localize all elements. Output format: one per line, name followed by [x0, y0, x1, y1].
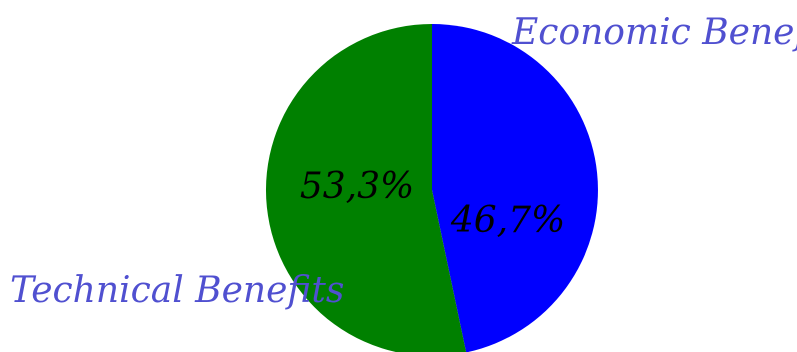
pie-slices [266, 24, 598, 352]
slice-economic-benefits [432, 24, 598, 352]
slice-name-label-technical: Technical Benefits [10, 270, 344, 311]
slice-value-label-technical: 53,3% [300, 166, 414, 207]
slice-name-label-economic: Economic Benefits [511, 12, 797, 53]
slice-value-label-economic: 46,7% [450, 200, 565, 241]
pie-labels: 46,7% 53,3% Economic Benefits Technical … [10, 12, 797, 311]
slice-technical-benefits [266, 24, 467, 352]
